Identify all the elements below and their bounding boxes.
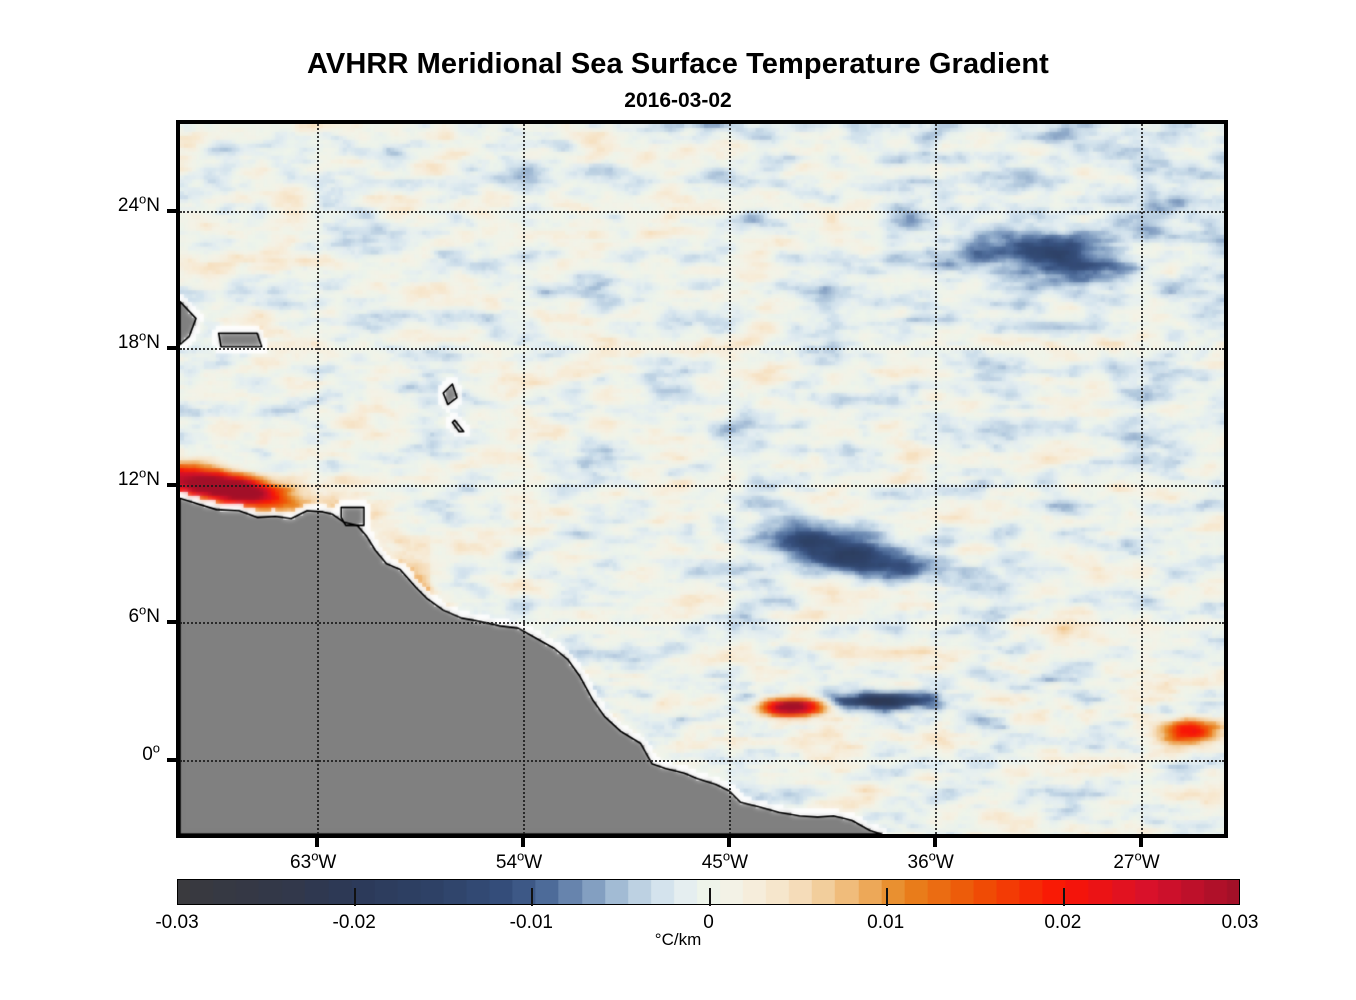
- x-tick-36: [932, 834, 937, 847]
- y-tick-24: [167, 208, 180, 213]
- page-title: AVHRR Meridional Sea Surface Temperature…: [307, 48, 1049, 80]
- gridline-lon-45: [728, 124, 731, 834]
- x-tick-label-63: 63oW: [290, 848, 337, 873]
- colorbar-label-2: -0.01: [509, 912, 553, 933]
- colorbar-tick-1: [354, 888, 357, 906]
- gridline-lon-36: [934, 124, 937, 834]
- gridline-lon-27: [1140, 124, 1143, 834]
- gridline-lat-24: [180, 210, 1224, 213]
- colorbar-label-5: 0.02: [1044, 912, 1082, 933]
- x-tick-label-45: 45oW: [701, 848, 749, 873]
- gridline-lat-12: [180, 485, 1224, 488]
- x-tick-27: [1138, 834, 1143, 847]
- x-tick-label-36: 36oW: [907, 848, 954, 873]
- colorbar-unit-label: °C/km: [654, 930, 702, 949]
- colorbar-tick-4: [885, 888, 888, 906]
- x-tick-63: [315, 834, 320, 847]
- x-tick-label-27: 27oW: [1113, 848, 1160, 873]
- y-tick-label-18: 18oN: [117, 328, 160, 354]
- sst-gradient-heatmap[interactable]: [180, 124, 1224, 834]
- colorbar-tick-5: [1062, 888, 1065, 906]
- x-tick-label-54: 54oW: [495, 848, 543, 873]
- y-tick-0: [167, 757, 180, 762]
- grid-lines: [180, 124, 1224, 834]
- gridline-lon-63: [317, 124, 320, 834]
- colorbar-tick-3: [708, 888, 711, 906]
- colorbar-label-0: -0.03: [155, 912, 199, 933]
- colorbar-label-4: 0.01: [867, 912, 905, 933]
- colorbar[interactable]: [177, 879, 1240, 906]
- y-tick-18: [167, 346, 180, 351]
- gridline-lat-6: [180, 622, 1224, 625]
- gridline-lat-18: [180, 348, 1224, 351]
- colorbar-label-1: -0.02: [332, 912, 376, 933]
- colorbar-tick-2: [531, 888, 534, 906]
- y-tick-label-24: 24oN: [117, 191, 160, 216]
- y-tick-label-12: 12oN: [117, 465, 160, 491]
- figure-subtitle: 2016-03-02: [624, 89, 732, 112]
- colorbar-label-6: 0.03: [1221, 912, 1259, 933]
- x-tick-45: [726, 834, 731, 847]
- y-tick-label-0: 0o: [142, 740, 160, 765]
- y-tick-label-6: 6oN: [128, 603, 160, 628]
- x-tick-54: [521, 834, 526, 847]
- gridline-lat-0: [180, 759, 1224, 762]
- map-axes[interactable]: [167, 120, 1228, 847]
- y-tick-6: [167, 620, 180, 625]
- y-tick-12: [167, 483, 180, 488]
- gridline-lon-54: [523, 124, 526, 834]
- colorbar-label-3: 0: [703, 912, 714, 933]
